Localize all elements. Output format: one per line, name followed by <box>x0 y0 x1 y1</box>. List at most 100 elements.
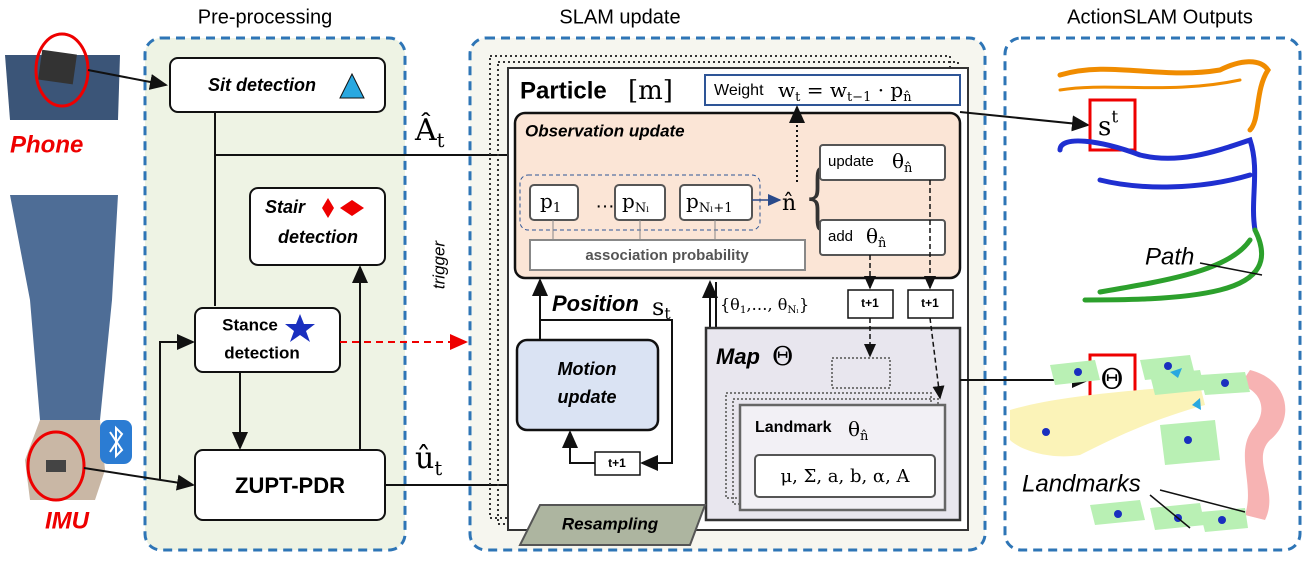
output-s: st <box>1098 106 1118 142</box>
math-part: ,…, θ <box>746 295 787 314</box>
map-label: Map <box>716 344 760 369</box>
math-part: t <box>664 305 671 323</box>
dots: … <box>595 190 615 212</box>
update-label: update <box>828 153 874 170</box>
landmark-label: Landmark <box>755 419 832 436</box>
box <box>529 239 806 271</box>
math-part: θ <box>892 149 904 173</box>
math-part: s <box>652 293 664 321</box>
math-part: {θ <box>720 295 740 314</box>
resampling-box <box>518 504 707 546</box>
math-part: n̂ <box>903 90 912 105</box>
box <box>831 357 891 389</box>
landmarks-label: Landmarks <box>1022 470 1141 497</box>
observation-label: Observation update <box>525 121 685 140</box>
motion-label: update <box>557 387 616 407</box>
math-part: n̂ <box>878 236 887 251</box>
stance-label: detection <box>224 343 300 362</box>
section-title: Pre-processing <box>198 6 333 28</box>
arrow <box>87 69 168 90</box>
box <box>679 184 753 221</box>
math-part: p <box>686 189 699 213</box>
weight-label: Weight <box>714 82 764 99</box>
weight-box <box>704 74 961 106</box>
math-part: = w <box>800 78 847 102</box>
leader <box>1199 262 1263 276</box>
landmark-map <box>1010 355 1286 532</box>
t-plus: t+1 <box>861 296 879 310</box>
person <box>0 32 132 502</box>
math-part: t <box>434 457 442 480</box>
math-part: û <box>415 441 434 476</box>
resampling-label: Resampling <box>562 514 659 533</box>
position-s: st <box>652 293 671 324</box>
math-part: Nₗ+1 <box>699 201 733 216</box>
arrow <box>562 430 595 464</box>
sit-label: Sit detection <box>208 75 316 95</box>
math-part: 1 <box>553 201 561 216</box>
association-label: association probability <box>585 247 749 264</box>
imu-label: IMU <box>45 507 90 534</box>
math-part: t <box>1111 106 1118 126</box>
math-part: θ <box>866 224 878 248</box>
arrow <box>159 334 195 480</box>
math-part: p <box>622 189 635 213</box>
panel <box>143 36 407 552</box>
phone-label: Phone <box>10 131 83 158</box>
t-plus: t+1 <box>921 296 939 310</box>
t-plus: t+1 <box>608 456 626 470</box>
icon <box>339 72 365 99</box>
icon <box>322 198 364 218</box>
stair-label: Stair <box>265 197 306 217</box>
trigger-label: trigger <box>429 240 448 290</box>
n-hat: n̂ <box>782 191 796 216</box>
math-part: Nₗ <box>787 304 799 316</box>
math-part: } <box>799 295 809 314</box>
theta-set: {θ1,…, θNₗ} <box>720 295 809 316</box>
params: μ, Σ, a, b, α, A <box>780 466 910 487</box>
leader <box>1159 489 1246 513</box>
p-label: p1 <box>540 189 561 216</box>
u-hat: ût <box>415 441 442 480</box>
p-label: pNₗ <box>622 189 649 216</box>
math-part: θ <box>848 417 860 441</box>
update-theta: θn̂ <box>892 149 913 176</box>
particle-index: [m] <box>628 76 673 106</box>
arrow <box>83 467 195 491</box>
box <box>169 57 386 113</box>
section-title: SLAM update <box>559 6 680 28</box>
motion-box <box>515 338 660 432</box>
box <box>819 144 946 181</box>
math-part: t <box>437 129 445 152</box>
math-part: · p <box>871 78 903 102</box>
box <box>594 451 641 476</box>
weight-formula: wt = wt−1 · pn̂ <box>778 78 912 105</box>
add-label: add <box>828 228 853 245</box>
add-theta: θn̂ <box>866 224 887 251</box>
box <box>819 219 946 256</box>
math-part: Â <box>414 112 437 148</box>
stance-label: Stance <box>222 315 278 334</box>
math-part: t <box>795 90 801 105</box>
map-symbol: Θ <box>772 342 793 372</box>
params-box <box>754 454 936 498</box>
landmark-theta: θn̂ <box>848 417 869 444</box>
section-title: ActionSLAM Outputs <box>1067 6 1253 28</box>
arrow <box>929 317 945 400</box>
math-part: p <box>540 189 553 213</box>
output-theta: Θ <box>1101 363 1124 396</box>
p-label: pNₗ+1 <box>686 189 733 216</box>
math-part: t−1 <box>847 90 871 105</box>
math-part: s <box>1098 112 1111 142</box>
a-hat: Ât <box>414 112 445 152</box>
path-label: Path <box>1145 243 1194 270</box>
stair-label: detection <box>278 227 358 247</box>
math-part: w <box>778 78 795 102</box>
position-label: Position <box>552 291 639 316</box>
math-part: n̂ <box>904 161 913 176</box>
arrow <box>959 111 1090 132</box>
motion-label: Motion <box>558 359 617 379</box>
leader <box>1149 494 1191 529</box>
box <box>907 289 954 319</box>
